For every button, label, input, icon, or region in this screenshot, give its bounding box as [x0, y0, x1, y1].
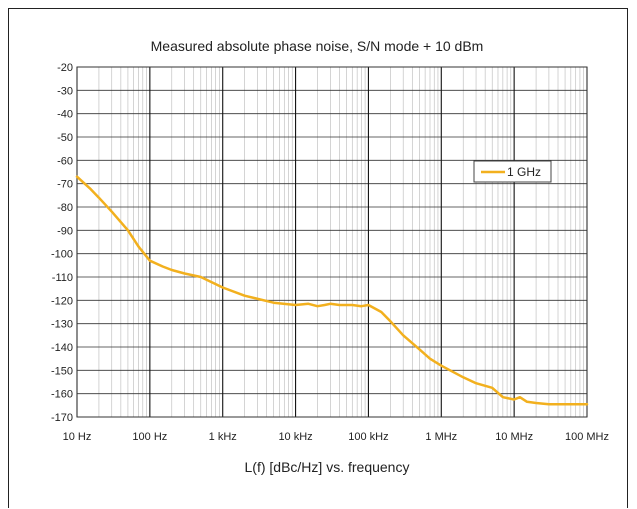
y-tick-label: -170	[51, 412, 73, 424]
y-tick-label: -90	[57, 225, 73, 237]
y-tick-label: -30	[57, 85, 73, 97]
x-tick-label: 1 MHz	[425, 431, 457, 443]
x-tick-label: 100 kHz	[348, 431, 388, 443]
x-tick-label: 10 kHz	[278, 431, 312, 443]
x-tick-label: 100 Hz	[132, 431, 167, 443]
y-tick-label: -20	[57, 62, 73, 74]
plot-area	[76, 66, 588, 418]
series-line-1ghz	[75, 175, 589, 406]
minor-gridlines	[98, 67, 584, 417]
y-tick-label: -80	[57, 202, 73, 214]
x-tick-label: 1 kHz	[209, 431, 237, 443]
y-tick-label: -100	[51, 249, 73, 261]
y-tick-label: -150	[51, 365, 73, 377]
chart-title: Measured absolute phase noise, S/N mode …	[151, 38, 484, 54]
major-gridlines	[76, 66, 588, 418]
y-tick-label: -40	[57, 109, 73, 121]
legend: 1 GHz	[473, 160, 552, 183]
y-tick-label: -140	[51, 342, 73, 354]
y-axis-ticks: -20 -30 -40 -50 -60 -70 -80 -90 -100 -110 -120 -130…	[51, 62, 73, 424]
x-axis-ticks: 10 Hz 100 Hz 1 kHz 10 kHz 100 kHz 1 MHz 10 MHz…	[63, 431, 609, 443]
y-tick-label: -120	[51, 295, 73, 307]
legend-box	[473, 160, 552, 183]
y-tick-label: -70	[57, 179, 73, 191]
x-tick-label: 100 MHz	[565, 431, 609, 443]
series-group	[75, 175, 589, 406]
legend-label-1ghz: 1 GHz	[507, 165, 541, 179]
y-tick-label: -60	[57, 155, 73, 167]
chart-frame: Measured absolute phase noise, S/N mode …	[8, 8, 628, 508]
y-tick-label: -110	[52, 272, 73, 284]
phase-noise-chart: Measured absolute phase noise, S/N mode …	[51, 38, 609, 475]
y-tick-label: -130	[51, 319, 73, 331]
x-tick-label: 10 Hz	[63, 431, 92, 443]
y-tick-label: -160	[51, 389, 73, 401]
y-tick-label: -50	[57, 132, 73, 144]
x-axis-label: L(f) [dBc/Hz] vs. frequency	[245, 459, 410, 475]
x-tick-label: 10 MHz	[495, 431, 533, 443]
